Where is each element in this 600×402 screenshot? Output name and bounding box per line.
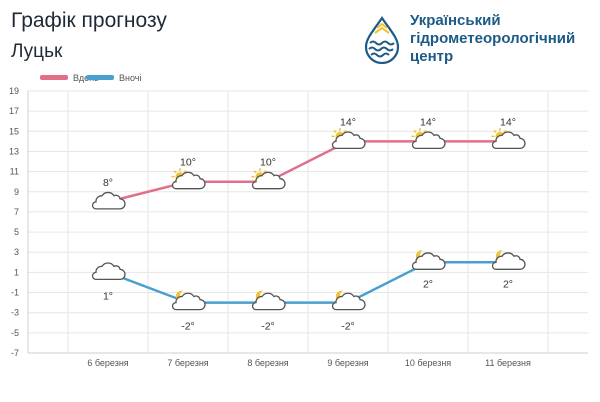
cloudy-icon [91,191,126,210]
partly-sunny-icon [411,127,446,150]
day-data-label: 14° [420,116,436,128]
y-tick-label: 5 [14,227,19,237]
forecast-chart: 19 17 15 13 11 9 7 5 3 1 -1 -3 -5 -7 6 березня 7 березн… [9,73,588,368]
y-tick-label: 13 [9,146,19,156]
y-tick-label: 15 [9,126,19,136]
y-tick-label: 9 [14,187,19,197]
ukrhydromet-logo-icon [364,16,400,64]
y-tick-label: 19 [9,86,19,96]
y-tick-label: 3 [14,247,19,257]
night-data-label: 2° [423,278,433,290]
night-data-label: 1° [103,290,113,302]
night-data-label: -2° [341,321,355,333]
x-tick-label: 8 березня [247,358,288,368]
night-data-label: -2° [181,321,195,333]
day-data-label: 14° [500,116,516,128]
y-tick-label: 11 [10,167,19,177]
x-tick-label: 7 березня [167,358,208,368]
partly-cloudy-night-icon [411,250,446,270]
organization-name-line1: Український [410,12,501,29]
page-title: Графік прогнозу [11,9,167,32]
x-tick-label: 10 березня [405,358,451,368]
y-tick-label: 7 [14,207,19,217]
day-data-label: 14° [340,116,356,128]
y-tick-label: 17 [9,106,19,116]
y-tick-label: -3 [11,308,19,318]
x-tick-label: 11 березня [485,358,531,368]
partly-sunny-icon [331,127,366,150]
partly-sunny-icon [491,127,526,150]
y-tick-label: -1 [11,288,19,298]
partly-sunny-icon [251,168,286,190]
day-data-label: 10° [260,157,276,169]
organization-name-line2: гідрометеорологічний [410,30,576,47]
day-data-label: 10° [180,157,196,169]
partly-cloudy-night-icon [331,290,366,311]
y-tick-label: 1 [14,267,19,277]
x-tick-label: 9 березня [327,358,368,368]
city-title: Луцьк [11,41,63,62]
partly-cloudy-night-icon [171,290,206,311]
x-tick-label: 6 березня [87,358,128,368]
y-tick-label: -5 [11,328,19,338]
organization-name: Український гідрометеорологічний центр [410,12,600,66]
legend-label: Вночі [119,73,141,83]
day-data-label: 8° [103,177,113,189]
partly-cloudy-night-icon [251,290,286,311]
y-tick-label: -7 [11,348,19,358]
legend-swatch [86,75,114,80]
organization-name-line3: центр [410,48,454,65]
legend-swatch [40,75,68,80]
cloudy-icon [91,262,126,281]
night-data-label: 2° [503,278,513,290]
night-data-label: -2° [261,321,275,333]
partly-sunny-icon [171,168,206,190]
partly-cloudy-night-icon [491,250,526,270]
